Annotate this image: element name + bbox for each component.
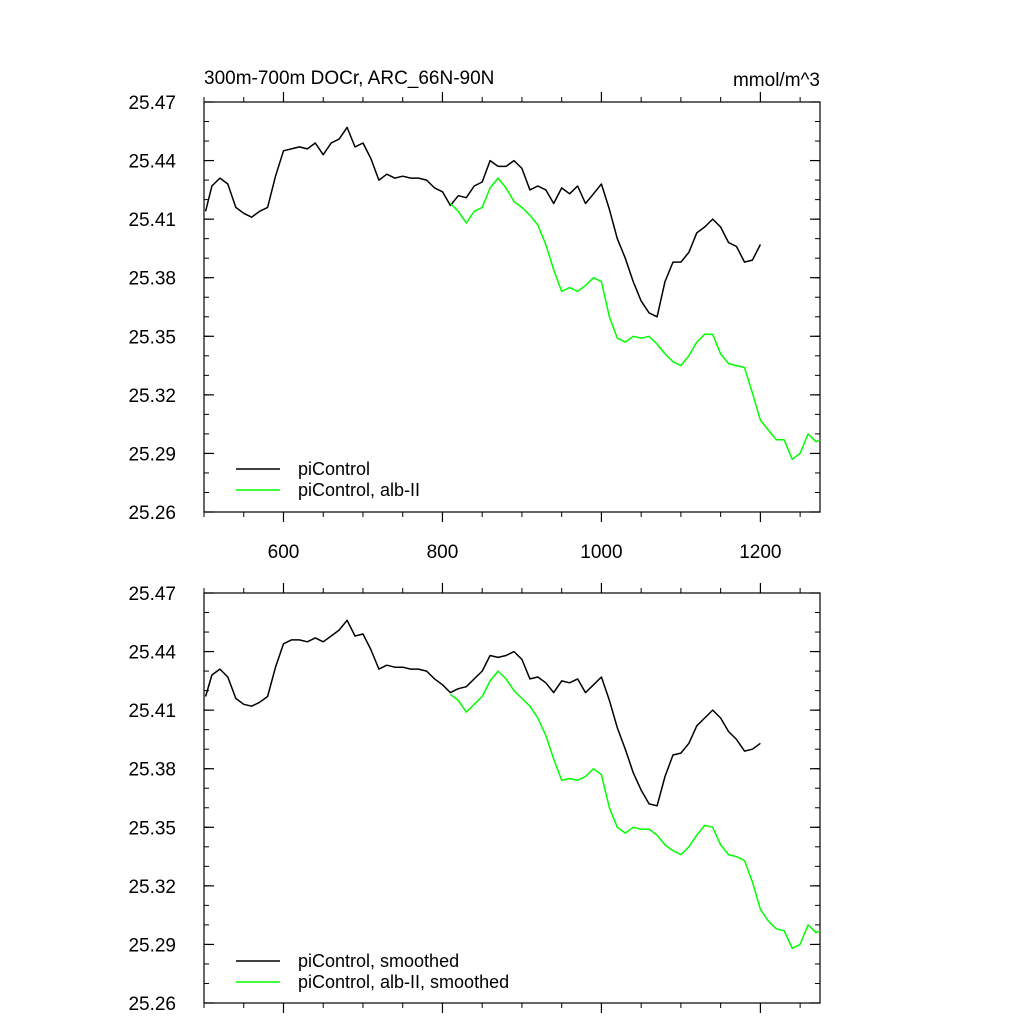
y-tick-label: 25.38 <box>128 760 176 781</box>
legend-label-picontrol-smoothed: piControl, smoothed <box>298 951 459 971</box>
top-series <box>204 126 821 461</box>
bottom-axes: 25.26 25.29 25.32 25.35 25.38 25.41 25.44 25.47 <box>128 583 820 1015</box>
series-line-1 <box>449 177 821 461</box>
y-tick-label: 25.44 <box>128 152 176 173</box>
series-line-0 <box>204 619 761 807</box>
bottom-legend: piControl, smoothed piControl, alb-II, s… <box>236 951 509 992</box>
bottom-series <box>204 619 821 950</box>
y-tick-label: 25.47 <box>128 584 176 605</box>
chart-title: 300m-700m DOCr, ARC_66N-90N <box>204 68 494 89</box>
legend-label-alb-ii-smoothed: piControl, alb-II, smoothed <box>298 972 509 992</box>
top-panel: 300m-700m DOCr, ARC_66N-90N mmol/m^3 25.… <box>128 68 821 563</box>
y-tick-label: 25.32 <box>128 386 176 407</box>
legend-label-picontrol: piControl <box>298 459 370 479</box>
x-tick-label: 800 <box>427 542 459 563</box>
series-line-0 <box>204 126 762 318</box>
y-tick-label: 25.26 <box>128 994 176 1015</box>
units-label: mmol/m^3 <box>733 70 820 91</box>
y-tick-label: 25.26 <box>128 503 176 524</box>
y-tick-label: 25.29 <box>128 935 176 956</box>
y-tick-label: 25.38 <box>128 269 176 290</box>
y-tick-label: 25.41 <box>128 701 176 722</box>
bottom-plot-frame <box>203 592 821 1004</box>
y-tick-label: 25.47 <box>128 93 176 114</box>
series-line-1 <box>449 670 821 950</box>
y-tick-label: 25.44 <box>128 643 176 664</box>
y-tick-label: 25.41 <box>128 210 176 231</box>
x-tick-label: 1000 <box>580 542 622 563</box>
y-tick-label: 25.32 <box>128 877 176 898</box>
legend-label-alb-ii: piControl, alb-II <box>298 480 420 500</box>
y-tick-label: 25.35 <box>128 818 176 839</box>
bottom-panel: 25.26 25.29 25.32 25.35 25.38 25.41 25.44 25.47… <box>128 583 821 1015</box>
y-tick-label: 25.35 <box>128 327 176 348</box>
y-tick-label: 25.29 <box>128 444 176 465</box>
top-plot-frame <box>203 101 821 513</box>
top-axes: 25.26 25.29 25.32 25.35 25.38 25.41 25.44 25.47… <box>128 92 820 563</box>
top-legend: piControl piControl, alb-II <box>236 459 420 500</box>
x-tick-label: 1200 <box>739 542 781 563</box>
x-tick-label: 600 <box>268 542 300 563</box>
